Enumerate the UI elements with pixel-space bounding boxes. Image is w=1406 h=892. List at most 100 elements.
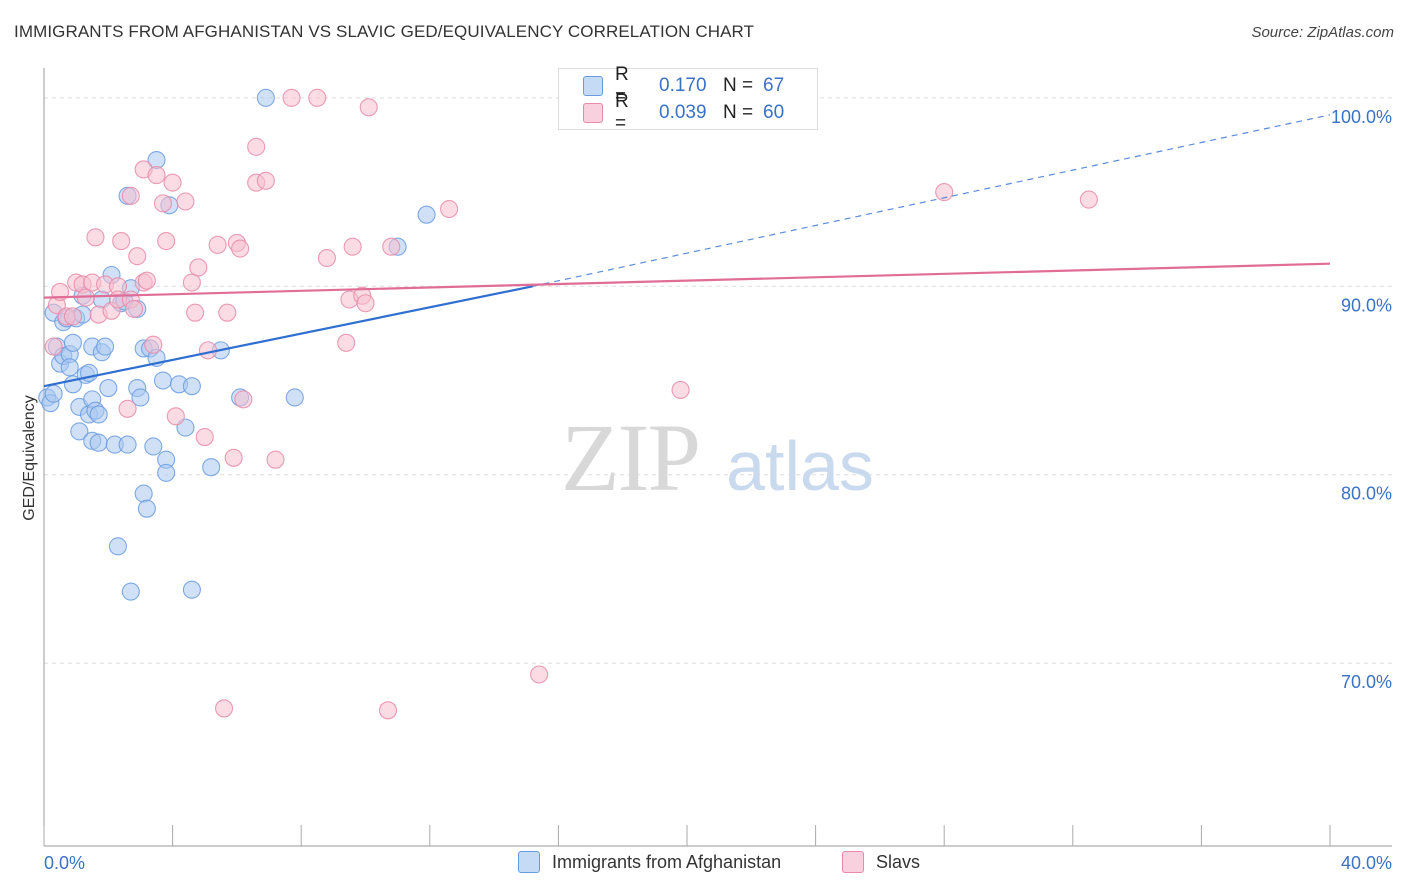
gridlines [44,97,1392,664]
afghanistan-point [63,333,82,352]
afghanistan-point [131,388,150,407]
slavs-point [186,303,205,322]
slavs-point [343,237,362,256]
slavs-point [121,186,140,205]
x-tick-label-min: 0.0% [44,853,85,873]
source-label: Source: ZipAtlas.com [1251,24,1394,41]
slavs-point [530,665,549,684]
afghanistan-point [157,463,176,482]
afghanistan-point [121,582,140,601]
afghanistan-point [256,88,275,107]
watermark: ZIP atlas [561,404,874,511]
afghanistan-point [96,337,115,356]
slavs-point [234,390,253,409]
legend-n-value: 60 [763,102,785,123]
trend-lines [43,114,1331,388]
legend-r-label: R = [615,64,629,107]
y-tick-labels: 70.0% 80.0% 90.0% 100.0% [1331,107,1392,692]
slavs-point [266,450,285,469]
slavs-trend-line [43,262,1331,299]
slavs-point [382,237,401,256]
slavs-point [153,194,173,213]
watermark-atlas: atlas [726,427,874,505]
afghanistan-trend-line [43,285,533,388]
legend-r-label: R = [615,91,629,134]
slavs-point [195,428,214,447]
afghanistan-trend-extension [532,114,1331,287]
slavs-point [157,232,176,251]
afghanistan-point [144,437,163,456]
afghanistan-point [89,433,108,452]
slavs-point [671,380,690,399]
afghanistan-point [417,205,436,224]
legend-swatch-blue-icon [518,851,540,873]
x-ticks [43,825,1331,846]
slavs-point [282,88,301,107]
slavs-point [63,307,82,326]
slavs-point [214,699,234,718]
y-tick-label: 100.0% [1331,107,1392,127]
slavs-point [247,137,266,156]
slavs-point [356,294,375,313]
afghanistan-point [99,379,118,398]
afghanistan-point [202,458,221,477]
slavs-point [128,247,147,266]
axes [43,68,1392,847]
watermark-zip: ZIP [561,404,699,511]
slavs-point [231,239,250,258]
slavs-point [308,88,327,107]
chart-title: IMMIGRANTS FROM AFGHANISTAN VS SLAVIC GE… [14,22,755,41]
legend-n-value: 67 [763,75,785,96]
afghanistan-point [182,580,201,599]
afghanistan-point [137,499,156,518]
slavs-point [44,337,63,356]
slavs-point [112,232,131,251]
afghanistan-point [134,484,153,503]
legend-item-afghanistan[interactable]: Immigrants from Afghanistan [518,851,781,873]
slavs-point [935,183,954,202]
legend-row-afghanistan: R = 0.170 N = 67 [583,64,785,107]
legend-swatch-blue-icon [583,76,603,96]
legend-row-slavs: R = 0.039 N = 60 [583,91,785,134]
slavs-point [208,235,227,254]
x-tick-label-max: 40.0% [1341,853,1392,873]
slavs-point [163,173,182,192]
slavs-point [86,228,105,247]
y-tick-label: 80.0% [1341,484,1392,504]
slavs-point [218,303,237,322]
afghanistan-point [89,405,108,424]
legend-swatch-pink-icon [842,851,864,873]
slavs-point [137,271,156,290]
slavs-point [378,701,398,720]
legend-n-label: N = [723,75,754,96]
afghanistan-point [153,371,173,390]
afghanistan-point [182,377,201,396]
slavs-point [224,448,243,467]
y-axis-label: GED/Equivalency [21,395,38,520]
legend-swatch-pink-icon [583,103,603,123]
legend-r-value: 0.039 [659,102,707,123]
afghanistan-point [108,537,127,556]
slavs-point [1079,190,1098,209]
slavs-point [147,166,166,185]
afghanistan-point [118,435,137,454]
slavs-point [337,333,356,352]
slavs-point [256,171,275,190]
legend-item-slavs[interactable]: Slavs [842,851,920,873]
slavs-point [359,98,378,117]
slavs-point [176,192,195,211]
y-tick-label: 90.0% [1341,295,1392,315]
slavs-point [317,248,336,268]
afghanistan-point [285,388,304,407]
slavs-point [124,299,144,318]
legend-item-label: Slavs [876,851,921,872]
legend-r-value: 0.170 [659,75,707,96]
legend-n-label: N = [723,102,754,123]
slavs-point [166,407,185,426]
afghanistan-point [70,422,89,441]
slavs-point [182,273,201,292]
afghanistan-point [60,358,79,377]
slavs-point [118,399,137,418]
slavs-point [440,199,459,219]
